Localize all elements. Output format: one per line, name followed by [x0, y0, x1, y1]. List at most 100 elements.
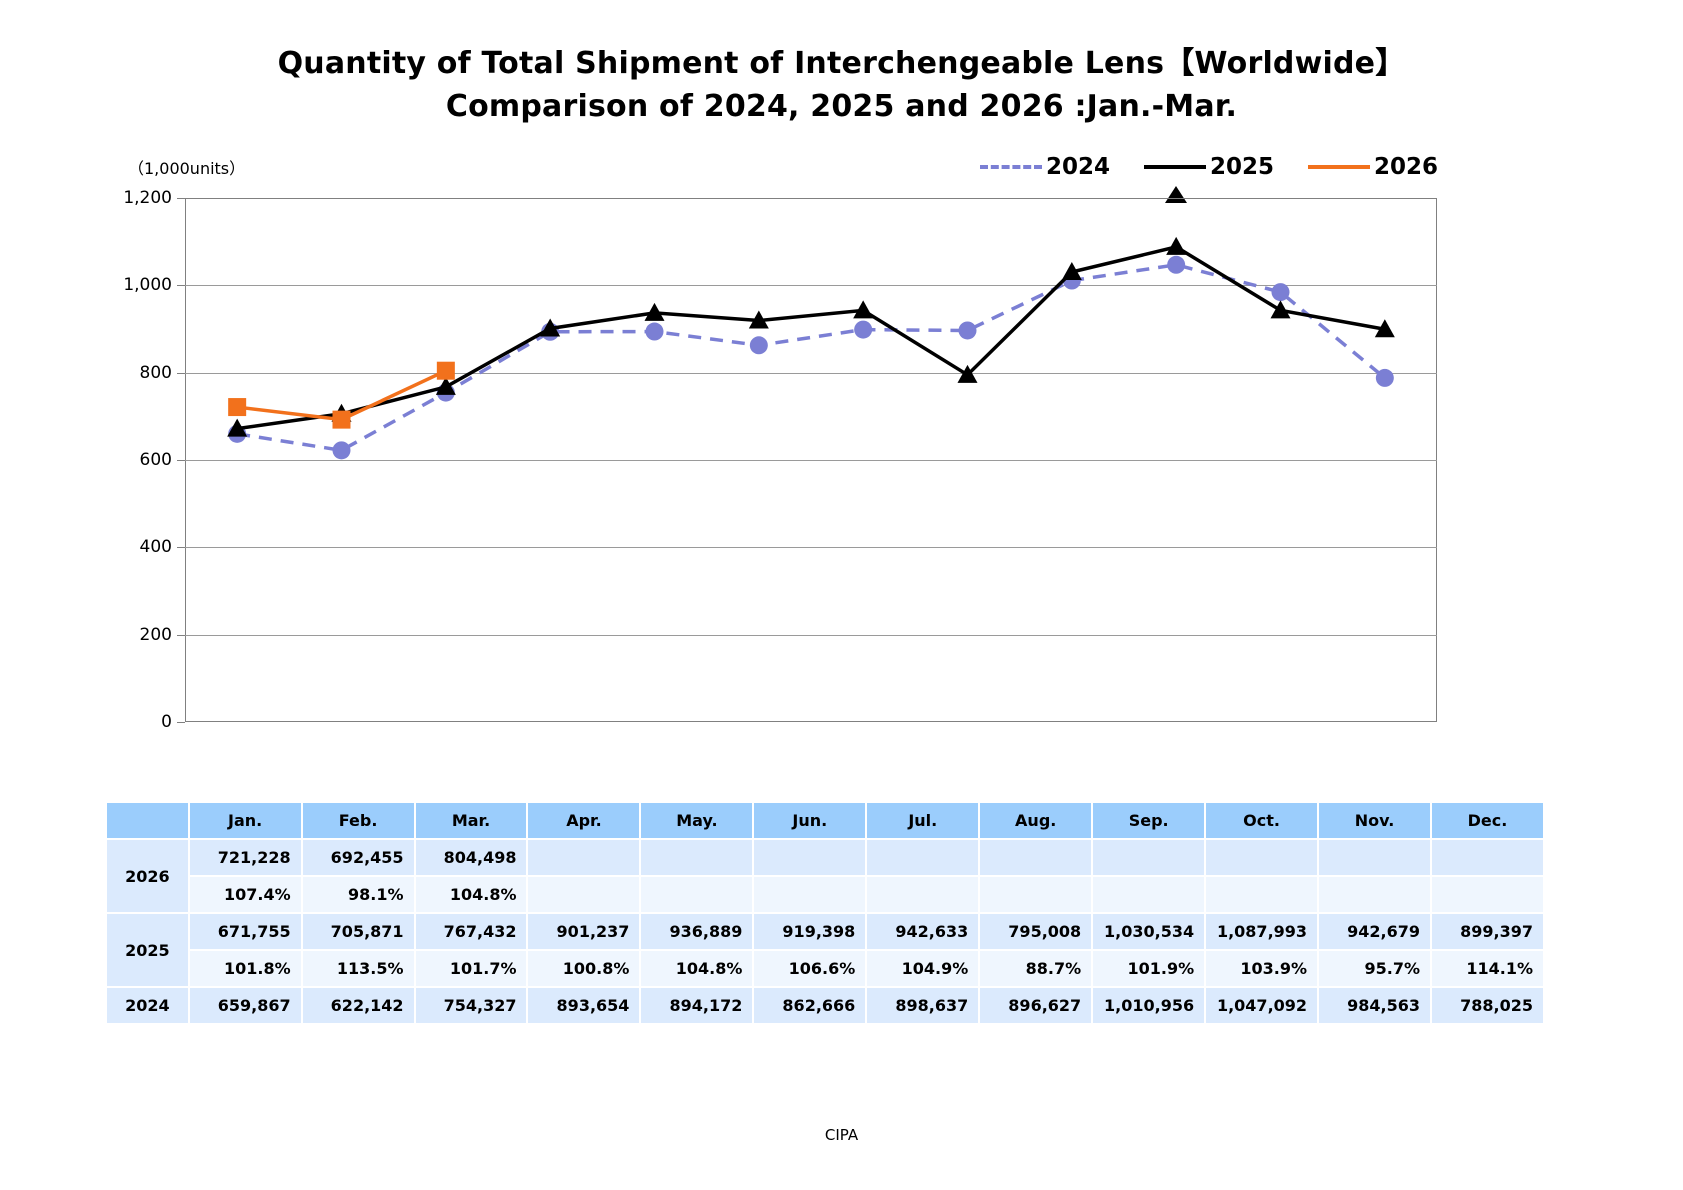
series-layer	[227, 236, 1395, 460]
cell-value-2024-mar: 754,327	[415, 988, 527, 1023]
data-point-2025-Dec.[interactable]	[1374, 319, 1395, 338]
table-header-may: May.	[641, 803, 753, 838]
cell-percent-2025-jan: 101.8%	[189, 951, 301, 986]
data-point-2024-Feb.[interactable]	[332, 441, 351, 460]
cell-percent-2026-jan: 107.4%	[189, 877, 301, 912]
data-table-wrapper: Jan. Feb. Mar. Apr. May. Jun. Jul. Aug. Sep. Oct.…	[105, 801, 1545, 1025]
cell-value-2025-may: 936,889	[641, 914, 753, 949]
cell-value-2026-jun	[754, 840, 866, 875]
cell-value-2026-mar: 804,498	[415, 840, 527, 875]
table-header-jul: Jul.	[867, 803, 979, 838]
data-point-2026-Jan.[interactable]	[228, 398, 247, 417]
cell-value-2025-jan: 671,755	[189, 914, 301, 949]
cell-percent-2025-feb: 113.5%	[302, 951, 414, 986]
cell-percent-2025-sep: 101.9%	[1093, 951, 1205, 986]
y-axis-tick-mark	[177, 372, 185, 374]
title-line-1: Quantity of Total Shipment of Intercheng…	[277, 46, 1406, 81]
cell-value-2024-sep: 1,010,956	[1093, 988, 1205, 1023]
table-header-jun: Jun.	[754, 803, 866, 838]
cell-percent-2026-nov	[1319, 877, 1430, 912]
cell-percent-2026-feb: 98.1%	[302, 877, 414, 912]
cell-percent-2026-may	[641, 877, 753, 912]
data-point-2025-Jan.[interactable]	[227, 418, 248, 437]
data-point-2026-Mar.[interactable]	[436, 361, 455, 380]
data-point-2025-Oct.[interactable]	[1166, 236, 1187, 255]
data-point-2024-Dec.[interactable]	[1375, 368, 1394, 387]
data-point-2025-Aug.[interactable]	[957, 364, 978, 383]
cell-percent-2025-mar: 101.7%	[415, 951, 527, 986]
table-row: 2026 721,228 692,455 804,498	[107, 840, 1543, 912]
series-line-2025	[236, 245, 1386, 431]
cell-value-2026-may	[641, 840, 753, 875]
cell-value-2024-jun: 862,666	[754, 988, 866, 1023]
legend-item-2026[interactable]: 2026	[1307, 154, 1438, 180]
cell-value-2025-mar: 767,432	[415, 914, 527, 949]
legend-item-2025[interactable]: 2025	[1143, 154, 1274, 203]
y-axis-tick-mark	[177, 547, 185, 549]
cell-value-2026-jul	[867, 840, 979, 875]
table-header-jan: Jan.	[189, 803, 301, 838]
gridline	[185, 634, 1437, 636]
data-point-2024-Jun.[interactable]	[749, 336, 768, 355]
page-title: Quantity of Total Shipment of Intercheng…	[0, 42, 1683, 128]
y-axis-tick-label: 600	[139, 450, 172, 470]
cell-percent-2025-jun: 106.6%	[754, 951, 866, 986]
data-point-2025-Apr.[interactable]	[540, 318, 561, 337]
data-point-2025-Nov.[interactable]	[1270, 300, 1291, 319]
y-axis-tick-mark	[177, 198, 185, 199]
cell-value-2026-nov	[1319, 840, 1430, 875]
data-point-2024-Aug.[interactable]	[958, 321, 977, 340]
data-point-2025-Sep.[interactable]	[1061, 262, 1082, 281]
data-point-2024-Jul.[interactable]	[854, 320, 873, 339]
data-point-2026-Feb.[interactable]	[332, 410, 351, 429]
cell-value-2026-oct	[1206, 840, 1318, 875]
gridline	[185, 372, 1437, 374]
y-axis-tick-label: 200	[139, 624, 172, 645]
cell-percent-2026-aug	[980, 877, 1092, 912]
plot-area	[185, 198, 1437, 722]
cell-percent-2026-apr	[528, 877, 640, 912]
table-row: 107.4% 98.1% 104.8%	[107, 877, 1543, 912]
y-axis-units-label: （1,000units）	[128, 159, 246, 178]
cell-value-2026-dec	[1431, 840, 1543, 875]
cell-value-2026-sep	[1093, 840, 1205, 875]
cell-value-2025-jul: 942,633	[867, 914, 979, 949]
cell-value-2025-feb: 705,871	[302, 914, 414, 949]
cell-value-2026-feb: 692,455	[302, 840, 414, 875]
table-header-mar: Mar.	[415, 803, 527, 838]
cell-percent-2026-jun	[754, 877, 866, 912]
cell-value-2024-jul: 898,637	[867, 988, 979, 1023]
data-point-2024-Nov.[interactable]	[1271, 283, 1290, 302]
table-header-row: Jan. Feb. Mar. Apr. May. Jun. Jul. Aug. Sep. Oct.…	[107, 803, 1543, 838]
data-point-2025-Mar.[interactable]	[435, 376, 456, 395]
y-axis-tick-label: 800	[139, 362, 172, 383]
table-header-sep: Sep.	[1093, 803, 1205, 838]
cell-value-2025-nov: 942,679	[1319, 914, 1430, 949]
table-header-dec: Dec.	[1431, 803, 1543, 838]
cell-value-2026-jan: 721,228	[189, 840, 301, 875]
gridline	[185, 460, 1437, 461]
cell-percent-2026-oct	[1206, 877, 1318, 912]
data-point-2025-May.[interactable]	[644, 302, 665, 321]
legend-label-2026: 2026	[1373, 154, 1438, 180]
legend-item-2024[interactable]: 2024	[979, 154, 1110, 180]
cell-value-2024-may: 894,172	[641, 988, 753, 1023]
cell-percent-2025-aug: 88.7%	[980, 951, 1092, 986]
y-axis-tick-mark	[177, 722, 185, 723]
data-point-2024-Oct.[interactable]	[1167, 255, 1186, 274]
data-point-2024-May.[interactable]	[645, 322, 664, 341]
triangle-marker-icon	[1164, 160, 1187, 203]
table-header-feb: Feb.	[302, 803, 414, 838]
data-point-2025-Jul.[interactable]	[853, 300, 874, 319]
cell-value-2026-apr	[528, 840, 640, 875]
cell-value-2024-oct: 1,047,092	[1206, 988, 1318, 1023]
cell-percent-2025-apr: 100.8%	[528, 951, 640, 986]
table-row-year-2025: 2025	[107, 914, 188, 986]
table-header-apr: Apr.	[528, 803, 640, 838]
cell-percent-2026-mar: 104.8%	[415, 877, 527, 912]
cell-percent-2025-oct: 103.9%	[1206, 951, 1318, 986]
data-point-2025-Jun.[interactable]	[748, 310, 769, 329]
table-body: 2026 721,228 692,455 804,498 107.4% 98.1% 104.…	[107, 840, 1543, 1023]
y-axis-tick-label: 400	[139, 537, 172, 558]
